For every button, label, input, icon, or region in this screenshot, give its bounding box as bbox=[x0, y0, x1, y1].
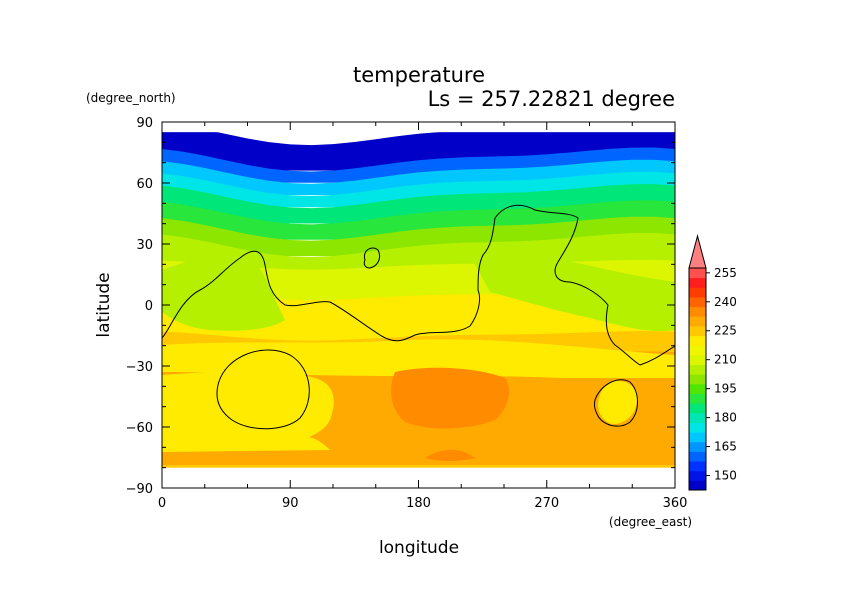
colorbar-swatch bbox=[689, 277, 706, 288]
colorbar-swatch bbox=[689, 383, 706, 394]
y-unit-label: (degree_north) bbox=[86, 91, 176, 105]
temperature-field bbox=[162, 122, 675, 488]
y-tick-label: 30 bbox=[136, 238, 153, 253]
colorbar-extend-arrow bbox=[688, 234, 707, 269]
x-tick-label: 270 bbox=[534, 496, 559, 511]
colorbar-swatch bbox=[689, 287, 706, 298]
colorbar-tick-label: 195 bbox=[714, 382, 737, 396]
colorbar-swatch bbox=[689, 345, 706, 356]
contour-island bbox=[363, 247, 381, 269]
colorbar-tick-label: 165 bbox=[714, 440, 737, 454]
colorbar-swatch bbox=[689, 296, 706, 308]
colorbar-swatch bbox=[689, 422, 706, 433]
contour-east-crater bbox=[593, 379, 638, 427]
x-axis-label: longitude bbox=[379, 538, 459, 558]
colorbar-tick-label: 240 bbox=[714, 295, 737, 309]
x-tick-label: 360 bbox=[663, 496, 688, 511]
colorbar-tick-label: 150 bbox=[714, 469, 737, 483]
colorbar-swatch bbox=[689, 354, 706, 366]
y-tick-label: −60 bbox=[126, 421, 153, 436]
x-unit-label: (degree_east) bbox=[609, 515, 692, 529]
colorbar-tick-label: 255 bbox=[714, 266, 737, 280]
colorbar-swatch bbox=[689, 470, 706, 481]
region-green-west bbox=[162, 253, 285, 331]
contour-main bbox=[162, 204, 675, 366]
region-yellow-southwest bbox=[162, 430, 330, 452]
colorbar-swatch bbox=[689, 412, 706, 423]
contour-lines bbox=[162, 204, 675, 430]
region-yellow-east-crater bbox=[598, 380, 638, 425]
x-tick-label: 180 bbox=[406, 496, 431, 511]
region-green-east bbox=[470, 255, 675, 332]
y-tick-label: −90 bbox=[126, 482, 153, 497]
colorbar-swatch bbox=[689, 461, 706, 472]
chart-subtitle: Ls = 257.22821 degree bbox=[428, 87, 675, 111]
region-yellow-west-big bbox=[162, 371, 334, 448]
colorbar-swatch bbox=[689, 316, 706, 327]
colorbar-swatch bbox=[689, 451, 706, 462]
colorbar-swatch bbox=[689, 441, 706, 452]
colorbar-swatch bbox=[689, 325, 706, 337]
colorbar-swatch bbox=[689, 306, 706, 317]
colorbar: 150 165 180 195 210 225 240 255 bbox=[688, 234, 737, 491]
y-tick-label: 0 bbox=[145, 299, 153, 314]
colorbar-swatch bbox=[689, 480, 706, 491]
colorbar-tick-label: 210 bbox=[714, 353, 737, 367]
colorbar-frame bbox=[688, 267, 707, 491]
x-tick-label: 0 bbox=[158, 496, 166, 511]
y-tick-label: 60 bbox=[136, 177, 153, 192]
colorbar-swatch bbox=[689, 364, 706, 375]
colorbar-swatch bbox=[689, 374, 706, 385]
y-axis-label: latitude bbox=[94, 272, 114, 337]
x-tick-label: 90 bbox=[282, 496, 299, 511]
region-hot-south bbox=[425, 449, 475, 461]
colorbar-swatch bbox=[689, 393, 706, 404]
x-axis-ticks: 0 90 180 270 360 bbox=[158, 122, 688, 511]
region-hot-core bbox=[391, 367, 510, 429]
y-tick-label: 90 bbox=[136, 116, 153, 131]
contour-west-crater bbox=[216, 349, 310, 430]
colorbar-swatch bbox=[689, 335, 706, 346]
colorbar-tick-label: 180 bbox=[714, 411, 737, 425]
colorbar-swatch bbox=[689, 432, 706, 443]
colorbar-swatch bbox=[689, 268, 706, 279]
chart-title: temperature bbox=[353, 63, 485, 87]
y-axis-ticks: 90 60 30 0 −30 −60 −90 bbox=[126, 116, 675, 497]
y-tick-label: −30 bbox=[126, 360, 153, 375]
colorbar-tick-label: 225 bbox=[714, 324, 737, 338]
colorbar-swatch bbox=[689, 403, 706, 414]
